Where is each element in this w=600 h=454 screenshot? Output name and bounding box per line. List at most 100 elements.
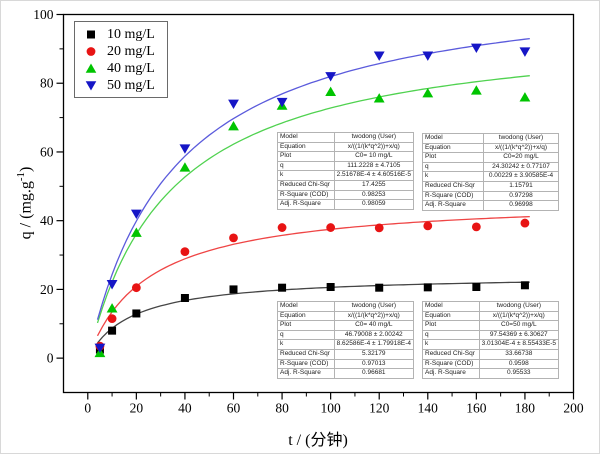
data-point-triangle-down: [373, 51, 385, 61]
y-tick-label: 100: [33, 7, 54, 22]
y-axis-label: q / (mg.g-1): [11, 123, 34, 283]
table-cell-value: 24.30242 ± 0.77107: [483, 161, 559, 173]
data-point-square: [180, 294, 189, 302]
table-cell-label: Plot: [422, 320, 480, 331]
data-point-triangle-up: [130, 227, 142, 237]
table-cell-value: 0.96998: [483, 200, 559, 211]
table-cell-value: 0.9598: [478, 358, 560, 370]
table-cell-value: 97.54369 ± 6.30627: [478, 329, 560, 341]
table-row: Plot C0=50 mg/L: [422, 320, 560, 331]
data-point-square: [132, 309, 141, 318]
table-row: k 8.62586E-4 ± 1.79918E-4: [277, 339, 415, 350]
fit-curve-20mgL: [96, 215, 530, 337]
table-cell-value: twodong (User): [483, 133, 559, 144]
legend-item-label: 10 mg/L: [107, 26, 155, 42]
table-cell-value: C0=20 mg/L: [483, 152, 559, 163]
table-cell-label: k: [422, 171, 484, 182]
table-row: R-Square (COD) 0.97298: [422, 190, 559, 202]
data-point-triangle-up: [422, 87, 434, 98]
data-point-triangle-up: [179, 162, 191, 172]
triangle-down-marker-icon: [85, 81, 97, 91]
table-cell-label: q: [422, 161, 484, 173]
data-point-triangle-down: [470, 43, 482, 54]
table-cell-label: Plot: [277, 320, 335, 331]
table-cell-label: Reduced Chi-Sqr: [277, 348, 335, 360]
table-row: q 46.79008 ± 2.00242: [277, 329, 415, 341]
x-tick-label: 160: [466, 401, 487, 416]
legend-item: 20 mg/L: [75, 43, 167, 60]
table-row: Plot C0=20 mg/L: [422, 152, 559, 163]
table-cell-value: 0.00229 ± 3.90585E-4: [483, 171, 559, 182]
table-cell-label: k: [422, 339, 480, 350]
fit-curve-50mgL: [96, 37, 530, 320]
x-tick-label: 20: [130, 401, 144, 416]
table-cell-label: Adj. R-Square: [422, 200, 484, 211]
data-point-square: [423, 283, 432, 292]
x-tick-label: 40: [178, 401, 192, 416]
data-point-triangle-down: [325, 72, 337, 82]
table-cell-value: 0.98253: [333, 189, 415, 201]
table-cell-label: Reduced Chi-Sqr: [422, 348, 480, 360]
chart-legend: 10 mg/L 20 mg/L 40 mg/L 50 mg/L: [74, 21, 168, 98]
table-cell-label: Equation: [422, 310, 480, 322]
square-marker-icon: [87, 30, 95, 39]
x-tick-label: 80: [275, 401, 289, 416]
table-cell-value: twodong (User): [333, 132, 415, 143]
data-point-triangle-up: [519, 92, 531, 102]
table-cell-label: k: [277, 170, 335, 181]
x-tick-label: 0: [84, 401, 91, 416]
table-cell-value: twodong (User): [478, 301, 560, 312]
data-point-circle: [277, 223, 287, 232]
table-cell-label: Plot: [422, 152, 484, 163]
data-point-square: [520, 281, 529, 290]
x-tick-label: 140: [418, 401, 439, 416]
table-cell-label: Model: [277, 301, 335, 312]
fit-table-grid: Model twodong (User) Equation x/((1/(k*q^2)…: [422, 301, 560, 379]
data-point-circle: [374, 223, 384, 233]
table-cell-label: R-Square (COD): [277, 358, 335, 370]
table-cell-value: x/((1/(k*q^2))+x/q): [483, 142, 559, 154]
y-tick-label: 0: [47, 351, 54, 366]
data-point-triangle-down: [179, 144, 191, 154]
table-row: R-Square (COD) 0.97013: [277, 358, 415, 370]
fit-table-grid: Model twodong (User) Equation x/((1/(k*q^2)…: [277, 301, 415, 379]
table-cell-label: Equation: [422, 142, 484, 154]
square-marker-glyph: [87, 30, 95, 39]
x-tick-label: 120: [369, 401, 390, 416]
table-row: Reduced Chi-Sqr 33.66738: [422, 348, 560, 360]
table-row: k 2.51678E-4 ± 4.60516E-5: [277, 170, 415, 181]
y-tick-label: 20: [40, 282, 54, 297]
table-row: Equation x/((1/(k*q^2))+x/q): [422, 310, 560, 322]
table-row: q 111.2228 ± 4.7105: [277, 160, 415, 172]
data-point-square: [326, 283, 335, 292]
table-row: Plot C0= 40 mg/L: [277, 320, 415, 331]
table-cell-value: 0.95533: [478, 368, 560, 379]
legend-item-label: 20 mg/L: [107, 43, 155, 59]
table-cell-label: k: [277, 339, 335, 350]
data-point-square: [278, 283, 287, 292]
table-row: R-Square (COD) 0.98253: [277, 189, 415, 201]
table-row: Equation x/((1/(k*q^2))+x/q): [422, 142, 559, 154]
triangle-down-marker-glyph: [85, 81, 97, 91]
data-point-square: [375, 283, 384, 292]
table-cell-label: Model: [422, 133, 484, 144]
table-cell-value: C0=50 mg/L: [478, 320, 560, 331]
plot-frame: [62, 13, 575, 394]
legend-item-label: 40 mg/L: [107, 60, 155, 76]
table-row: R-Square (COD) 0.9598: [422, 358, 560, 370]
table-row: Plot C0= 10 mg/L: [277, 151, 415, 162]
table-cell-value: 1.15791: [483, 180, 559, 192]
circle-marker-glyph: [86, 47, 96, 56]
x-tick-label: 60: [227, 401, 241, 416]
y-tick-label: 60: [40, 144, 54, 159]
table-cell-label: Model: [422, 301, 480, 312]
y-axis-label-superscript: -1: [15, 172, 27, 182]
data-point-triangle-up: [106, 303, 118, 313]
table-cell-value: 0.97298: [483, 190, 559, 202]
data-point-circle: [326, 223, 336, 232]
table-cell-value: 8.62586E-4 ± 1.79918E-4: [333, 339, 415, 350]
legend-item: 50 mg/L: [75, 77, 167, 94]
table-cell-label: Adj. R-Square: [277, 199, 335, 210]
table-cell-value: C0= 40 mg/L: [333, 320, 415, 331]
fit-table-grid: Model twodong (User) Equation x/((1/(k*q^2)…: [422, 133, 559, 211]
